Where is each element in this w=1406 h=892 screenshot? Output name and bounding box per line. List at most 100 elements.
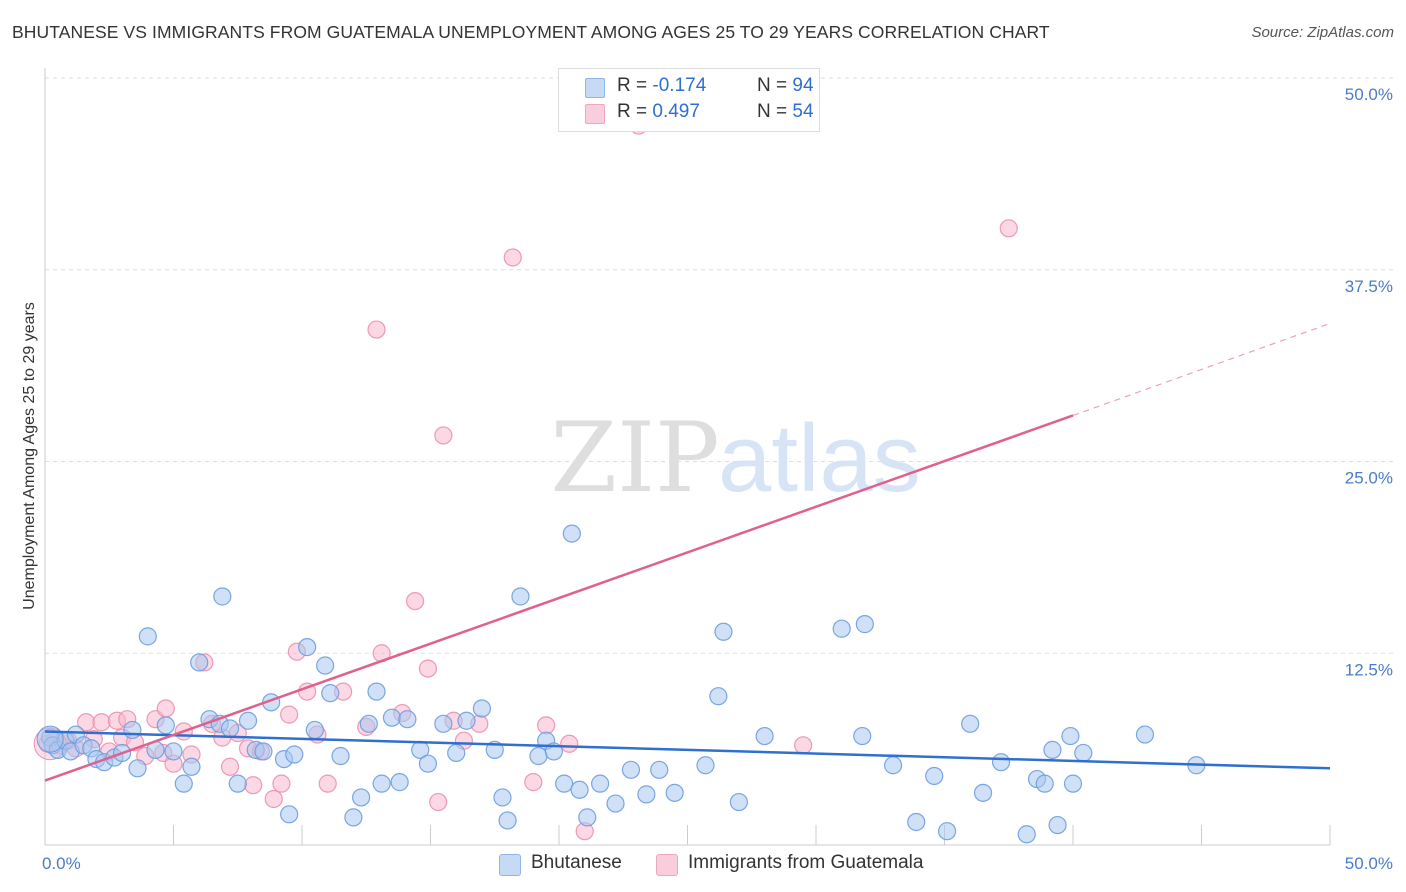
bhutanese-point-87 [1043, 740, 1062, 759]
axes [44, 68, 1331, 846]
bhutanese-point-82 [973, 783, 993, 802]
watermark-atlas: atlas [718, 405, 921, 512]
source-credit: Source: ZipAtlas.com [1251, 24, 1394, 41]
legend-n: N = 94 [757, 75, 814, 96]
bhutanese-point-71 [714, 622, 733, 641]
bhutanese-point-89 [1061, 726, 1080, 746]
bhutanese-point-40 [359, 714, 378, 733]
y-tick-label-2: 37.5% [1345, 277, 1393, 296]
guatemala-point-7 [92, 713, 111, 732]
bhutanese-point-33 [298, 638, 317, 657]
legend-r: R = 0.497 [617, 101, 700, 122]
legend-r-value-pink: 0.497 [652, 101, 700, 122]
bhutanese-point-44 [390, 773, 409, 792]
bhutanese-point-53 [493, 788, 512, 807]
guatemala-point-23 [220, 757, 240, 776]
watermark: ZIP atlas [550, 402, 920, 514]
bhutanese-point-14 [138, 627, 157, 646]
bhutanese-point-25 [228, 774, 247, 793]
bhutanese-points [36, 524, 1206, 844]
y-axis-label: Unemployment Among Ages 25 to 29 years [21, 302, 38, 610]
watermark-zip: ZIP [550, 402, 719, 514]
legend-n-value-blue: 94 [792, 75, 814, 96]
bhutanese-point-64 [606, 794, 625, 813]
trend-lines [44, 322, 1331, 782]
bhutanese-point-36 [321, 684, 340, 703]
bhutanese-point-55 [511, 587, 530, 606]
bhutanese-point-17 [164, 742, 183, 761]
bhutanese-point-75 [853, 726, 872, 746]
bhutanese-point-31 [280, 805, 299, 824]
tick-labels: 12.5% 25.0% 37.5% 50.0% 0.0% 50.0% [42, 85, 1393, 873]
legend-r: R = -0.174 [617, 75, 707, 96]
bhutanese-point-63 [591, 774, 610, 793]
gridlines [45, 77, 1395, 654]
bhutanese-point-12 [123, 720, 142, 740]
bhutanese-point-16 [156, 716, 175, 735]
bhutanese-point-41 [367, 682, 386, 701]
bhutanese-point-65 [621, 760, 641, 779]
bhutanese-point-88 [1048, 815, 1067, 835]
guatemala-point-34 [318, 774, 337, 793]
bhutanese-trend-line [44, 730, 1331, 770]
series-legend: Bhutanese Immigrants from Guatemala [0, 852, 1406, 876]
x-tick-label-0: 0.0% [42, 854, 81, 873]
bhutanese-point-67 [650, 760, 669, 779]
y-tick-label-3: 50.0% [1345, 85, 1393, 104]
bhutanese-point-66 [637, 785, 656, 804]
bhutanese-point-83 [991, 753, 1011, 772]
guatemala-point-28 [264, 789, 283, 809]
bhutanese-point-77 [883, 756, 903, 775]
legend-r-value-blue: -0.174 [652, 75, 707, 96]
y-tick-label-0: 12.5% [1345, 660, 1393, 679]
bhutanese-point-72 [729, 792, 749, 812]
bhutanese-point-51 [472, 699, 491, 718]
legend-swatch-blue [585, 78, 605, 98]
guatemala-point-16 [156, 699, 175, 718]
bhutanese-point-13 [128, 759, 147, 778]
guatemala-point-26 [244, 776, 263, 795]
bhutanese-point-78 [907, 812, 926, 832]
bhutanese-point-23 [213, 587, 232, 606]
series-swatch-blue [499, 854, 521, 876]
guatemala-point-43 [434, 426, 453, 445]
guatemala-point-50 [560, 734, 579, 753]
bhutanese-point-18 [174, 774, 193, 793]
bhutanese-point-45 [398, 710, 417, 729]
bhutanese-point-56 [529, 746, 548, 766]
legend-n-value-pink: 54 [792, 101, 814, 122]
bhutanese-point-60 [562, 524, 581, 543]
bhutanese-point-80 [937, 822, 957, 841]
bhutanese-point-54 [498, 811, 517, 830]
bhutanese-point-37 [331, 746, 350, 766]
bhutanese-point-69 [696, 756, 715, 775]
bhutanese-point-91 [1074, 743, 1093, 763]
bhutanese-point-38 [344, 808, 363, 827]
bhutanese-point-79 [925, 766, 944, 786]
bhutanese-point-84 [1017, 825, 1036, 844]
bhutanese-point-42 [372, 774, 391, 793]
bhutanese-point-61 [570, 780, 589, 799]
guatemala-point-42 [429, 792, 448, 812]
bhutanese-point-43 [382, 708, 402, 727]
guatemala-trend-extension [1072, 322, 1331, 417]
bhutanese-point-74 [832, 619, 851, 638]
bhutanese-point-49 [447, 743, 466, 763]
guatemala-point-30 [280, 705, 299, 724]
guatemala-point-47 [503, 248, 522, 267]
bhutanese-point-92 [1135, 725, 1155, 744]
bhutanese-point-34 [305, 720, 324, 740]
bhutanese-point-68 [665, 783, 684, 802]
bhutanese-point-20 [190, 653, 209, 672]
guatemala-point-41 [418, 659, 438, 678]
series-legend-label: Immigrants from Guatemala [688, 852, 924, 873]
bhutanese-point-19 [182, 757, 201, 776]
guatemala-point-48 [524, 773, 543, 792]
legend-swatch-pink [585, 104, 605, 124]
bhutanese-point-90 [1063, 774, 1083, 793]
bhutanese-point-cluster [36, 725, 64, 753]
guatemala-point-40 [405, 591, 425, 611]
bhutanese-point-62 [578, 808, 597, 827]
correlation-legend: R = -0.174 N = 94 R = 0.497 N = 54 [558, 68, 820, 132]
